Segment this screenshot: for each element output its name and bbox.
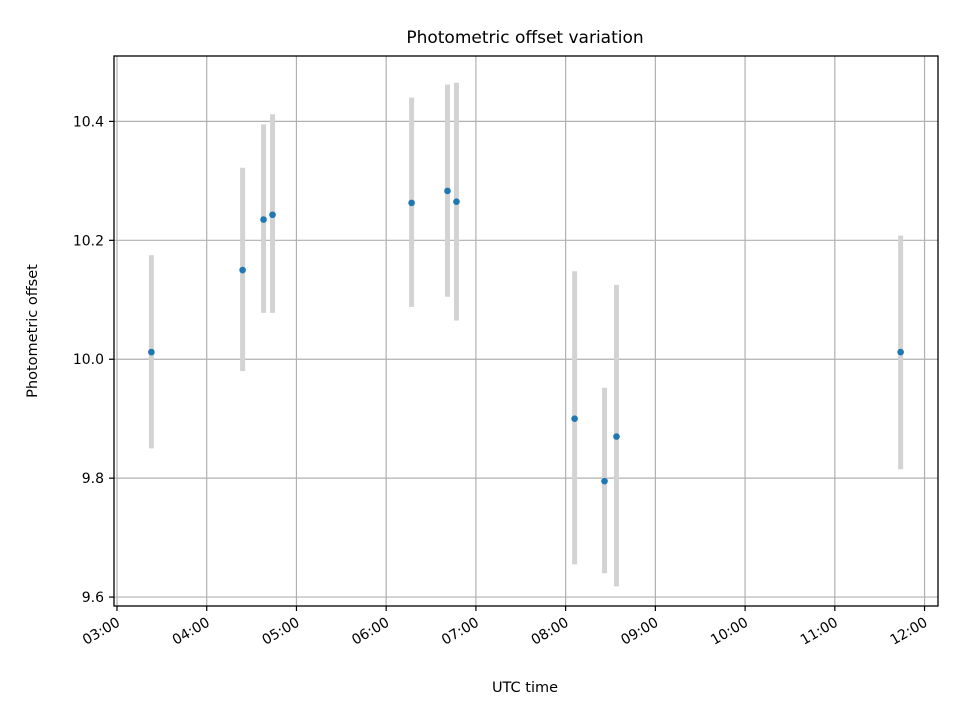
data-point xyxy=(444,187,451,195)
data-points xyxy=(148,187,904,485)
y-tick-label: 9.6 xyxy=(82,590,104,606)
data-point xyxy=(148,348,155,356)
grid xyxy=(114,56,938,606)
data-point xyxy=(239,266,246,274)
y-axis-label: Photometric offset xyxy=(25,264,41,398)
data-point xyxy=(897,348,904,356)
data-point xyxy=(613,433,620,440)
data-point xyxy=(260,216,267,223)
data-point xyxy=(269,211,276,219)
data-point xyxy=(453,198,460,205)
y-tick-label: 10.2 xyxy=(73,233,104,249)
plot-area xyxy=(114,56,938,606)
x-axis-label: UTC time xyxy=(492,680,558,696)
data-point xyxy=(408,199,415,207)
axes-frame xyxy=(113,55,939,607)
data-point xyxy=(571,415,578,423)
data-point xyxy=(601,477,608,485)
y-tick-label: 10.4 xyxy=(73,114,104,130)
y-tick-label: 9.8 xyxy=(82,471,104,487)
y-tick-label: 10.0 xyxy=(73,352,104,368)
chart-title: Photometric offset variation xyxy=(406,28,643,48)
